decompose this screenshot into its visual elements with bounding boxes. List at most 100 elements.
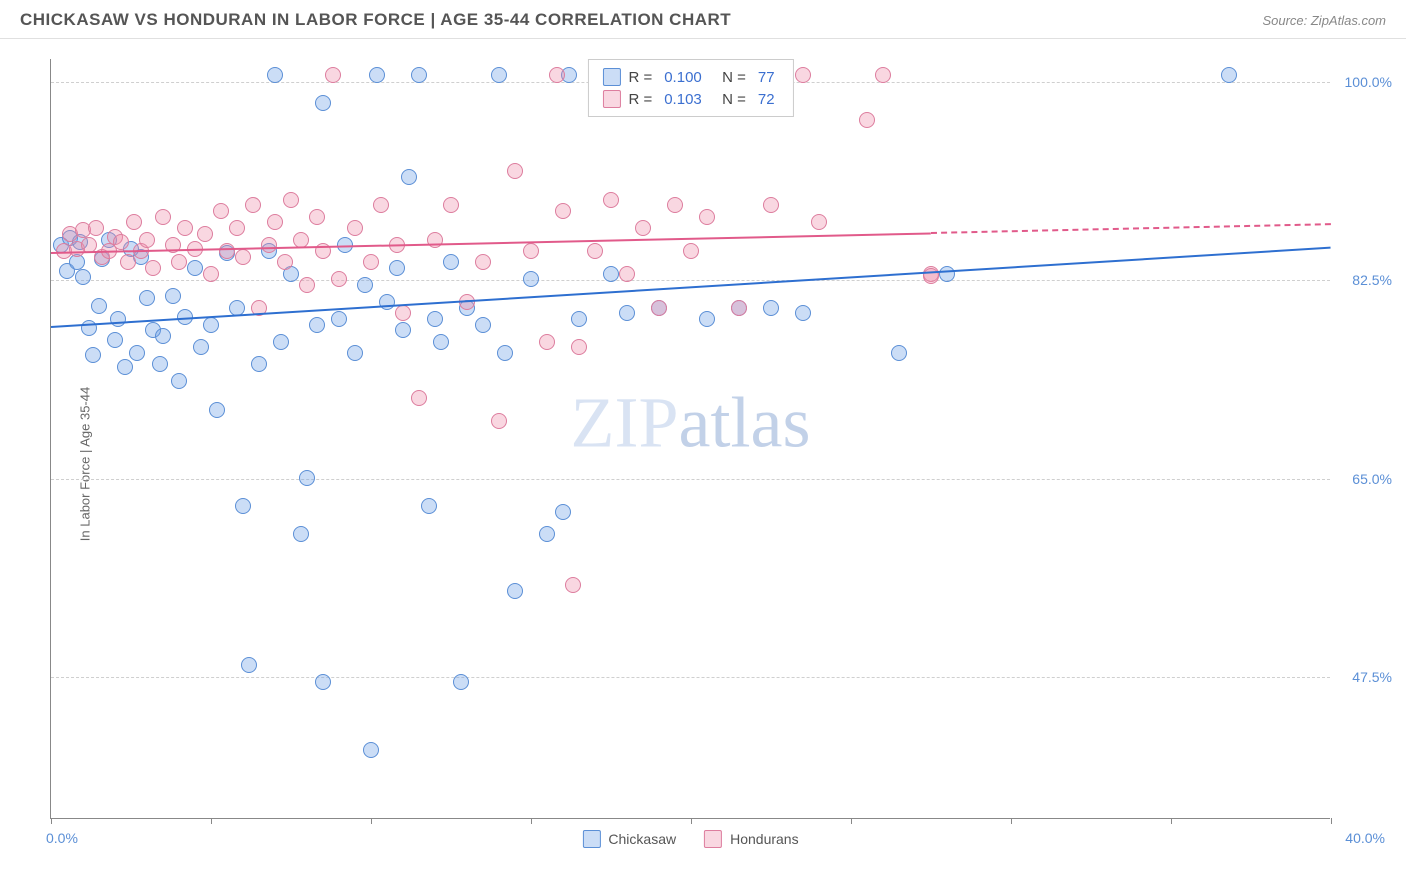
scatter-point [299,470,315,486]
scatter-point [731,300,747,316]
y-tick-label: 65.0% [1352,471,1392,487]
x-tick [371,818,372,824]
scatter-point [299,277,315,293]
gridline [51,677,1330,678]
legend-stats: R =0.100 N =77R =0.103 N =72 [587,59,793,117]
scatter-point [523,271,539,287]
chart-source: Source: ZipAtlas.com [1262,13,1386,28]
scatter-point [155,209,171,225]
scatter-point [235,498,251,514]
x-end-label: 40.0% [1345,830,1385,846]
gridline [51,280,1330,281]
plot-area: ZIPatlas 47.5%65.0%82.5%100.0%0.0%40.0%R… [50,59,1330,819]
scatter-point [219,243,235,259]
scatter-point [315,674,331,690]
scatter-point [139,290,155,306]
scatter-point [251,356,267,372]
scatter-point [539,526,555,542]
y-tick-label: 47.5% [1352,669,1392,685]
scatter-point [427,311,443,327]
scatter-point [507,163,523,179]
scatter-point [571,339,587,355]
scatter-point [193,339,209,355]
scatter-point [491,413,507,429]
scatter-point [213,203,229,219]
scatter-point [443,197,459,213]
scatter-point [859,112,875,128]
legend-series-label: Chickasaw [608,831,676,847]
scatter-point [325,67,341,83]
scatter-point [363,742,379,758]
scatter-point [651,300,667,316]
scatter-point [152,356,168,372]
scatter-point [433,334,449,350]
scatter-point [443,254,459,270]
scatter-point [555,203,571,219]
scatter-point [401,169,417,185]
legend-n-value: 77 [758,69,775,86]
scatter-point [795,305,811,321]
legend-series: Chickasaw Hondurans [582,830,798,848]
scatter-point [261,237,277,253]
x-tick [1011,818,1012,824]
scatter-point [85,347,101,363]
legend-stats-row: R = 0.100 N = 77 [602,66,778,88]
scatter-point [293,232,309,248]
legend-n-label: N = [714,69,746,86]
scatter-point [331,271,347,287]
scatter-point [165,288,181,304]
scatter-point [539,334,555,350]
scatter-point [120,254,136,270]
scatter-point [475,317,491,333]
scatter-point [235,249,251,265]
scatter-point [763,300,779,316]
scatter-point [491,67,507,83]
scatter-point [603,192,619,208]
scatter-point [129,345,145,361]
y-tick-label: 82.5% [1352,272,1392,288]
scatter-point [309,317,325,333]
x-tick [851,818,852,824]
x-tick [51,818,52,824]
scatter-point [667,197,683,213]
legend-series-item: Hondurans [704,830,799,848]
scatter-point [75,269,91,285]
chart-title: CHICKASAW VS HONDURAN IN LABOR FORCE | A… [20,10,731,30]
scatter-point [209,402,225,418]
trend-line-dashed [931,223,1331,234]
scatter-point [117,359,133,375]
chart-container: In Labor Force | Age 35-44 ZIPatlas 47.5… [0,39,1406,889]
scatter-point [283,192,299,208]
chart-header: CHICKASAW VS HONDURAN IN LABOR FORCE | A… [0,0,1406,39]
legend-n-value: 72 [758,91,775,108]
scatter-point [763,197,779,213]
legend-swatch [582,830,600,848]
scatter-point [603,266,619,282]
legend-series-item: Chickasaw [582,830,676,848]
scatter-point [203,266,219,282]
x-tick [1171,818,1172,824]
x-tick [211,818,212,824]
scatter-point [245,197,261,213]
gridline [51,479,1330,480]
scatter-point [69,254,85,270]
scatter-point [587,243,603,259]
scatter-point [267,214,283,230]
legend-swatch [704,830,722,848]
legend-r-label: R = [628,69,652,86]
scatter-point [619,305,635,321]
scatter-point [139,232,155,248]
scatter-point [699,209,715,225]
scatter-point [1221,67,1237,83]
scatter-point [171,254,187,270]
scatter-point [347,345,363,361]
watermark: ZIPatlas [571,382,811,465]
scatter-point [241,657,257,673]
scatter-point [88,220,104,236]
x-tick [691,818,692,824]
scatter-point [277,254,293,270]
scatter-point [411,67,427,83]
legend-r-value: 0.100 [664,69,702,86]
scatter-point [699,311,715,327]
scatter-point [110,311,126,327]
